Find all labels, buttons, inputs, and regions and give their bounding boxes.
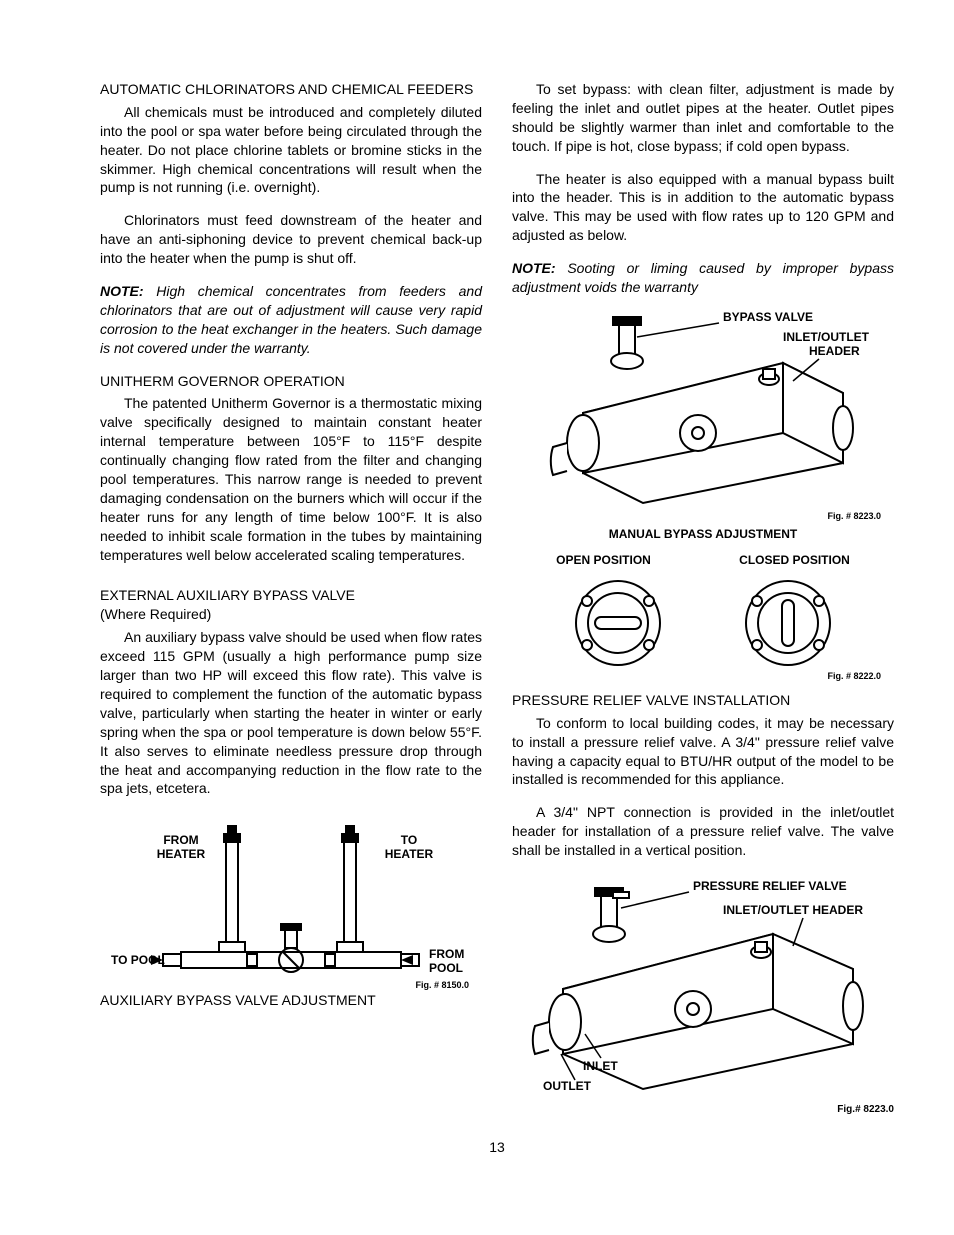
diag3-row: OPEN POSITION CLOSED POSITION xyxy=(512,553,894,567)
heading-unitherm: UNITHERM GOVERNOR OPERATION xyxy=(100,372,482,391)
diagram-prv: PRESSURE RELIEF VALVE INLET/OUTLET HEADE… xyxy=(513,874,893,1104)
diag4-prv: PRESSURE RELIEF VALVE xyxy=(693,879,847,893)
diag3-title: MANUAL BYPASS ADJUSTMENT xyxy=(512,527,894,541)
diag2-bypass-valve: BYPASS VALVE xyxy=(723,310,813,324)
heading-bypass: EXTERNAL AUXILIARY BYPASS VALVE xyxy=(100,586,482,605)
right-column: To set bypass: with clean filter, adjust… xyxy=(512,80,894,1115)
diag1-from-heater-1: FROM xyxy=(163,833,198,847)
page: AUTOMATIC CHLORINATORS AND CHEMICAL FEED… xyxy=(0,0,954,1235)
page-number: 13 xyxy=(100,1139,894,1155)
diag1-from-pool-2: POOL xyxy=(429,961,463,975)
para-chlorinators-1: All chemicals must be introduced and com… xyxy=(100,103,482,197)
diag4-outlet: OUTLET xyxy=(543,1079,592,1093)
diag4-inlet: INLET xyxy=(583,1059,618,1073)
diag2-header-1: INLET/OUTLET xyxy=(783,330,870,344)
diagram-bypass-positions: Fig. # 8222.0 xyxy=(523,573,883,683)
heading-prv: PRESSURE RELIEF VALVE INSTALLATION xyxy=(512,691,894,710)
para-prv-1: To conform to local building codes, it m… xyxy=(512,714,894,790)
diag2-fig: Fig. # 8223.0 xyxy=(827,511,881,521)
heading-bypass-sub: (Where Required) xyxy=(100,605,482,624)
note-label-2: NOTE: xyxy=(512,260,556,276)
diag4-header: INLET/OUTLET HEADER xyxy=(723,903,863,917)
note-body-2: Sooting or liming caused by improper byp… xyxy=(512,260,894,295)
note-label: NOTE: xyxy=(100,283,144,299)
diag1-from-heater-2: HEATER xyxy=(157,847,206,861)
para-manual-bypass: The heater is also equipped with a manua… xyxy=(512,170,894,246)
diag1-from-pool-1: FROM xyxy=(429,947,464,961)
diag1-to-heater-2: HEATER xyxy=(385,847,434,861)
diag3-fig: Fig. # 8222.0 xyxy=(827,671,881,681)
para-unitherm: The patented Unitherm Governor is a ther… xyxy=(100,394,482,564)
note-sooting: NOTE: Sooting or liming caused by improp… xyxy=(512,259,894,297)
para-chlorinators-2: Chlorinators must feed downstream of the… xyxy=(100,211,482,268)
diag1-to-pool: TO POOL xyxy=(111,953,165,967)
diag2-header-2: HEADER xyxy=(809,344,860,358)
diag4-fig: Fig.# 8223.0 xyxy=(512,1104,894,1115)
diag1-to-heater-1: TO xyxy=(401,833,417,847)
diagram-header: BYPASS VALVE INLET/OUTLET HEADER Fig. # … xyxy=(523,303,883,523)
heading-chlorinators: AUTOMATIC CHLORINATORS AND CHEMICAL FEED… xyxy=(100,80,482,99)
two-column-layout: AUTOMATIC CHLORINATORS AND CHEMICAL FEED… xyxy=(100,80,894,1115)
note-chemical: NOTE: High chemical concentrates from fe… xyxy=(100,282,482,358)
note-body: High chemical concentrates from feeders … xyxy=(100,283,482,356)
diag1-caption: AUXILIARY BYPASS VALVE ADJUSTMENT xyxy=(100,992,482,1008)
diag1-fig: Fig. # 8150.0 xyxy=(415,980,469,990)
para-set-bypass: To set bypass: with clean filter, adjust… xyxy=(512,80,894,156)
diag3-open-label: OPEN POSITION xyxy=(556,553,651,567)
left-column: AUTOMATIC CHLORINATORS AND CHEMICAL FEED… xyxy=(100,80,482,1115)
diagram-aux-bypass: FROM HEATER TO HEATER TO POOL FROM POOL … xyxy=(111,812,471,992)
para-prv-2: A 3/4" NPT connection is provided in the… xyxy=(512,803,894,860)
para-bypass: An auxiliary bypass valve should be used… xyxy=(100,628,482,798)
diag3-closed-label: CLOSED POSITION xyxy=(739,553,850,567)
